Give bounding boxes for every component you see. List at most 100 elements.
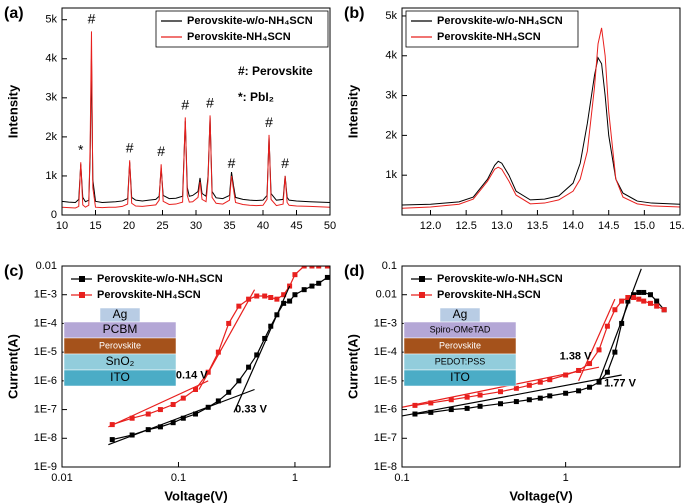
point: [309, 266, 315, 269]
point: [612, 349, 618, 355]
panel-label: (b): [344, 5, 364, 22]
y-tick-label: 1E-5: [374, 375, 397, 387]
point: [157, 407, 163, 413]
panel: (c) 0.01 0.1 1 1E-9 1E-8 1E-7 1E-6 1E-5 1E-4 1E-3 0…: [4, 260, 331, 503]
plot-area: [62, 31, 330, 209]
legend-label: Perovskite-NH₄SCN: [187, 31, 291, 43]
point: [464, 405, 470, 411]
point: [324, 274, 330, 280]
point: [587, 384, 593, 390]
point: [274, 296, 280, 302]
point: [612, 307, 618, 313]
point: [477, 392, 483, 398]
point: [498, 389, 504, 395]
point: [324, 266, 330, 269]
panel-label: (a): [4, 5, 24, 22]
point: [226, 320, 232, 326]
point: [157, 424, 163, 430]
x-tick-label: 12.0: [420, 220, 441, 232]
point: [215, 398, 221, 404]
fit-line: [198, 289, 256, 390]
panel: (a) 10 15 20 25 30 35 40 45 50 0 1k 2k 3k 4k 5k Intensit…: [4, 5, 336, 232]
point: [109, 437, 115, 443]
point: [636, 296, 642, 302]
point: [428, 400, 434, 406]
y-tick-label: 5k: [45, 14, 57, 26]
y-tick-label: 1E-6: [374, 403, 397, 415]
point: [448, 397, 454, 403]
x-tick-label: 0.01: [51, 472, 72, 484]
layer-label: Spiro-OMeTAD: [430, 324, 491, 334]
point: [477, 403, 483, 409]
point: [448, 407, 454, 413]
layer-label: ITO: [450, 370, 470, 384]
panel: (d) 0.1 1 1E-8 1E-7 1E-6 1E-5 1E-4 1E-3 0.01 0.1 Vo…: [344, 260, 681, 503]
annotation: #: [206, 94, 214, 110]
point: [631, 292, 637, 298]
annotation: #: [228, 155, 236, 171]
point: [170, 420, 176, 426]
point: [631, 294, 637, 300]
point: [236, 303, 242, 309]
legend-marker: [419, 276, 425, 282]
point: [316, 266, 322, 269]
legend-marker: [79, 292, 85, 298]
point: [268, 294, 274, 300]
y-tick-label: 1E-3: [374, 317, 397, 329]
point: [526, 397, 532, 403]
point: [596, 347, 602, 353]
panel: (b) 12.0 12.5 13.0 13.5 14.0 14.5 15.0 15.5 1k 2k 3…: [344, 5, 685, 232]
axes-frame: [61, 7, 331, 216]
fit-line: [108, 380, 209, 428]
point: [625, 298, 631, 304]
point: [654, 303, 660, 309]
point: [547, 393, 553, 399]
panel-label: (d): [344, 263, 364, 280]
plot-area: [402, 268, 667, 417]
y-tick-label: 2k: [385, 129, 397, 141]
point: [246, 364, 252, 370]
layer-label: Ag: [453, 307, 468, 321]
series-line: [62, 31, 330, 209]
point: [254, 352, 260, 358]
y-tick-label: 5k: [385, 10, 397, 22]
x-tick-label: 1: [563, 472, 569, 484]
x-tick-label: 35: [223, 220, 235, 232]
point: [563, 372, 569, 378]
x-tick-label: 40: [257, 220, 269, 232]
point: [619, 320, 625, 326]
series-line: [402, 27, 680, 209]
point: [428, 409, 434, 415]
legend-box: [155, 10, 329, 48]
annotation: #: [265, 114, 273, 130]
x-tick-label: 13.0: [491, 220, 512, 232]
x-tick-label: 25: [156, 220, 168, 232]
point: [292, 292, 298, 298]
point: [170, 402, 176, 408]
layer-label: Perovskite: [99, 340, 141, 350]
y-tick-label: 1E-3: [34, 289, 57, 301]
y-tick-label: 0.01: [36, 260, 57, 272]
y-tick-label: 1E-7: [34, 403, 57, 415]
x-tick-label: 10: [56, 220, 68, 232]
y-tick-label: 4k: [385, 50, 397, 62]
layer-label: PEDOT:PSS: [435, 356, 486, 366]
x-tick-label: 13.5: [527, 220, 548, 232]
y-tick-label: 2k: [45, 131, 57, 143]
note: *: PbI₂: [238, 90, 274, 104]
point: [498, 401, 504, 407]
point: [268, 323, 274, 329]
fit-line: [578, 298, 616, 382]
point: [563, 390, 569, 396]
y-tick-label: 1E-7: [374, 432, 397, 444]
point: [316, 280, 322, 286]
annotation: #: [88, 10, 96, 26]
annotation: #: [281, 155, 289, 171]
y-tick-label: 0: [51, 209, 57, 221]
y-axis-label: Intensity: [345, 84, 360, 138]
legend-label: Perovskite-w/o-NH₄SCN: [187, 15, 313, 27]
point: [192, 411, 198, 417]
panel-label: (c): [4, 263, 24, 280]
point: [537, 379, 543, 385]
